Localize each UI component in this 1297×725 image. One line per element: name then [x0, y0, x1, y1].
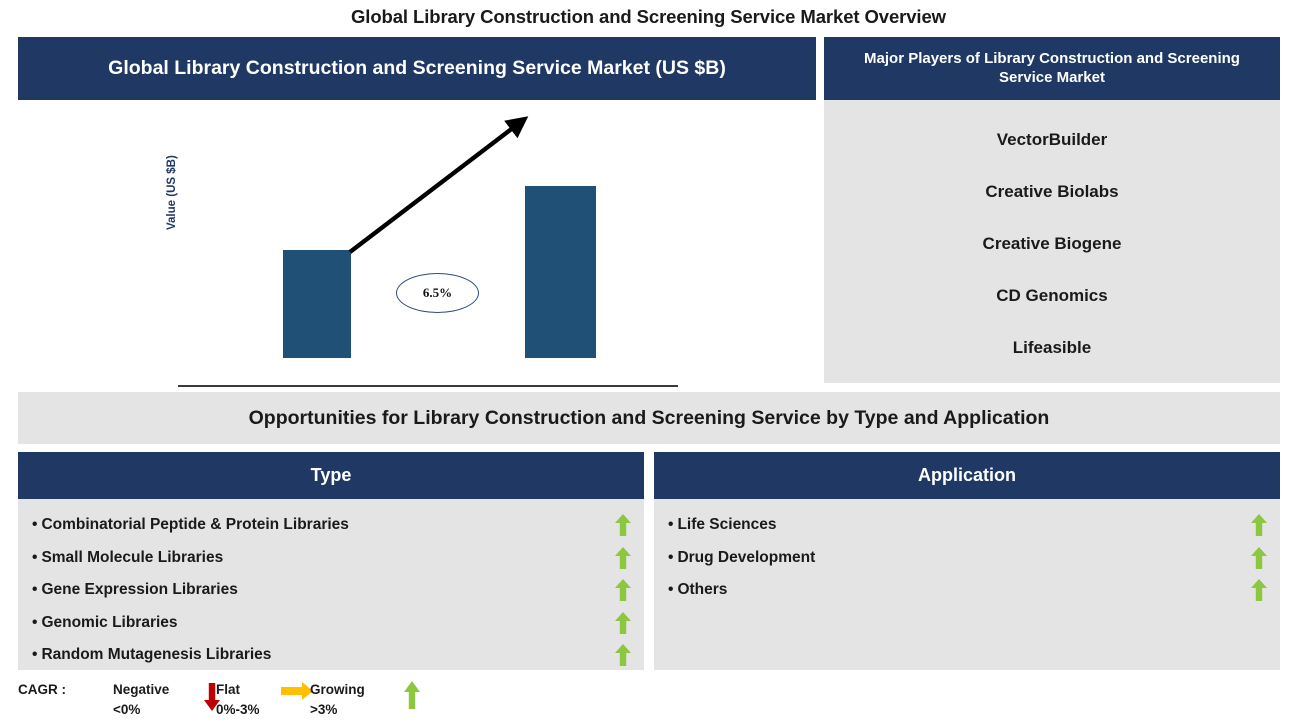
bar-2025: [283, 250, 351, 358]
major-players-panel-header: Major Players of Library Construction an…: [824, 37, 1280, 100]
bullet-icon: •: [32, 516, 38, 534]
list-item: Creative Biolabs: [985, 182, 1119, 201]
list-item: • Others: [654, 574, 1280, 607]
list-item-label: Drug Development: [677, 548, 816, 566]
list-item: • Life Sciences: [654, 509, 1280, 542]
list-item: Creative Biogene: [982, 234, 1122, 253]
application-column-body: • Life Sciences • Drug Development • Oth…: [654, 499, 1280, 607]
bullet-icon: •: [668, 548, 674, 566]
bullet-icon: •: [32, 581, 38, 599]
application-column-header: Application: [654, 452, 1280, 499]
list-item: • Gene Expression Libraries: [18, 574, 644, 607]
arrow-up-icon: [612, 578, 634, 602]
cagr-legend-label: Negative: [113, 682, 170, 697]
arrow-down-icon: [200, 680, 224, 712]
arrow-up-icon: [612, 546, 634, 570]
list-item: • Genomic Libraries: [18, 607, 644, 640]
cagr-legend-item-growing: Growing >3%: [310, 680, 365, 719]
market-bar-chart: Value (US $B) 2025 2031 6.5%: [18, 100, 816, 444]
list-item: • Random Mutagenesis Libraries: [18, 639, 644, 672]
bullet-icon: •: [32, 646, 38, 664]
arrow-up-icon: [612, 611, 634, 635]
list-item-label: Life Sciences: [677, 516, 777, 534]
type-column: Type • Combinatorial Peptide & Protein L…: [18, 452, 644, 670]
type-column-header: Type: [18, 452, 644, 499]
list-item-label: Others: [677, 581, 728, 599]
arrow-up-icon: [400, 680, 424, 712]
cagr-legend-item-flat: Flat 0%-3%: [216, 680, 260, 719]
cagr-value-bubble: 6.5%: [396, 273, 479, 313]
type-column-body: • Combinatorial Peptide & Protein Librar…: [18, 499, 644, 672]
arrow-right-icon: [280, 680, 313, 712]
list-item: • Combinatorial Peptide & Protein Librar…: [18, 509, 644, 542]
cagr-growth-arrow-icon: [348, 116, 529, 254]
arrow-up-icon: [612, 513, 634, 537]
arrow-up-icon: [1248, 513, 1270, 537]
list-item: VectorBuilder: [996, 130, 1108, 149]
bullet-icon: •: [32, 548, 38, 566]
major-players-panel: Major Players of Library Construction an…: [824, 37, 1280, 383]
x-axis-line: [178, 385, 678, 387]
cagr-legend-range: >3%: [310, 701, 338, 717]
opportunities-columns: Type • Combinatorial Peptide & Protein L…: [18, 452, 1280, 670]
list-item: • Small Molecule Libraries: [18, 542, 644, 575]
cagr-legend-range: <0%: [113, 701, 141, 717]
list-item-label: Combinatorial Peptide & Protein Librarie…: [41, 516, 349, 534]
arrow-up-icon: [1248, 578, 1270, 602]
bullet-icon: •: [32, 613, 38, 631]
opportunities-band-title: Opportunities for Library Construction a…: [18, 392, 1280, 444]
list-item: CD Genomics: [996, 286, 1108, 305]
major-players-list: VectorBuilder Creative Biolabs Creative …: [824, 100, 1280, 383]
cagr-legend-title: CAGR :: [18, 682, 66, 697]
market-chart-panel-header: Global Library Construction and Screenin…: [18, 37, 816, 100]
application-column: Application • Life Sciences • Drug Devel…: [654, 452, 1280, 670]
cagr-legend: CAGR : Negative <0% Flat 0%-3% Growing >…: [18, 678, 618, 722]
page-title: Global Library Construction and Screenin…: [351, 6, 946, 27]
y-axis-label: Value (US $B): [166, 155, 178, 230]
bar-2031: [525, 186, 596, 358]
list-item: Lifeasible: [1012, 338, 1092, 357]
top-row: Global Library Construction and Screenin…: [18, 37, 1280, 444]
bullet-icon: •: [668, 581, 674, 599]
list-item-label: Gene Expression Libraries: [41, 581, 238, 599]
chart-plot-area: [178, 110, 678, 358]
list-item-label: Small Molecule Libraries: [41, 548, 224, 566]
list-item-label: Random Mutagenesis Libraries: [41, 646, 272, 664]
arrow-up-icon: [1248, 546, 1270, 570]
bullet-icon: •: [668, 516, 674, 534]
list-item-label: Genomic Libraries: [41, 613, 178, 631]
cagr-legend-label: Growing: [310, 682, 365, 697]
cagr-legend-range: 0%-3%: [216, 701, 260, 717]
cagr-legend-item-negative: Negative <0%: [113, 680, 169, 719]
cagr-legend-label: Flat: [216, 682, 241, 697]
list-item: • Drug Development: [654, 542, 1280, 575]
arrow-up-icon: [612, 643, 634, 667]
market-chart-panel: Global Library Construction and Screenin…: [18, 37, 816, 444]
